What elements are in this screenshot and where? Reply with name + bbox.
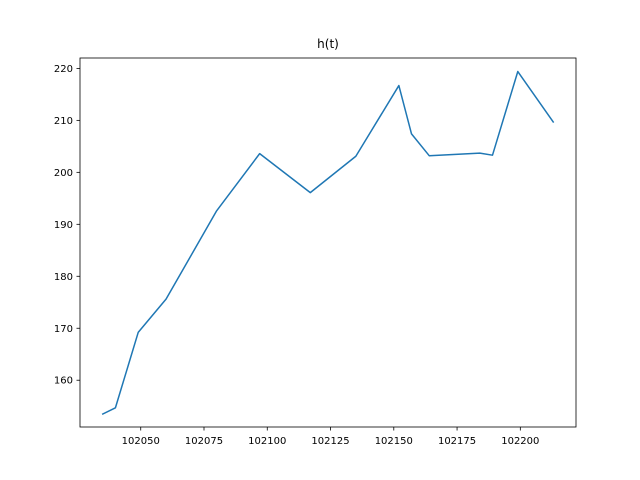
x-tick-label: 102100 — [248, 436, 286, 447]
y-tick-label: 160 — [54, 376, 73, 387]
x-axis: 102050 102075 102100 102125 102150 102175 1022… — [122, 427, 539, 447]
x-tick-label: 102175 — [438, 436, 476, 447]
y-tick-label: 210 — [54, 116, 73, 127]
y-tick-label: 170 — [54, 324, 73, 335]
axes-frame — [79, 57, 577, 428]
y-tick-label: 220 — [54, 64, 73, 75]
y-tick-label: 190 — [54, 220, 73, 231]
x-tick-label: 102150 — [375, 436, 413, 447]
y-tick-label: 200 — [54, 168, 73, 179]
series-line — [101, 70, 555, 416]
y-tick-label: 180 — [54, 272, 73, 283]
y-axis: 160 170 180 190 200 210 220 — [54, 64, 80, 387]
x-tick-label: 102200 — [501, 436, 539, 447]
chart-title: h(t) — [317, 37, 339, 51]
x-tick-label: 102050 — [122, 436, 160, 447]
x-tick-label: 102125 — [311, 436, 349, 447]
x-tick-label: 102075 — [185, 436, 223, 447]
plot-area — [101, 70, 555, 416]
